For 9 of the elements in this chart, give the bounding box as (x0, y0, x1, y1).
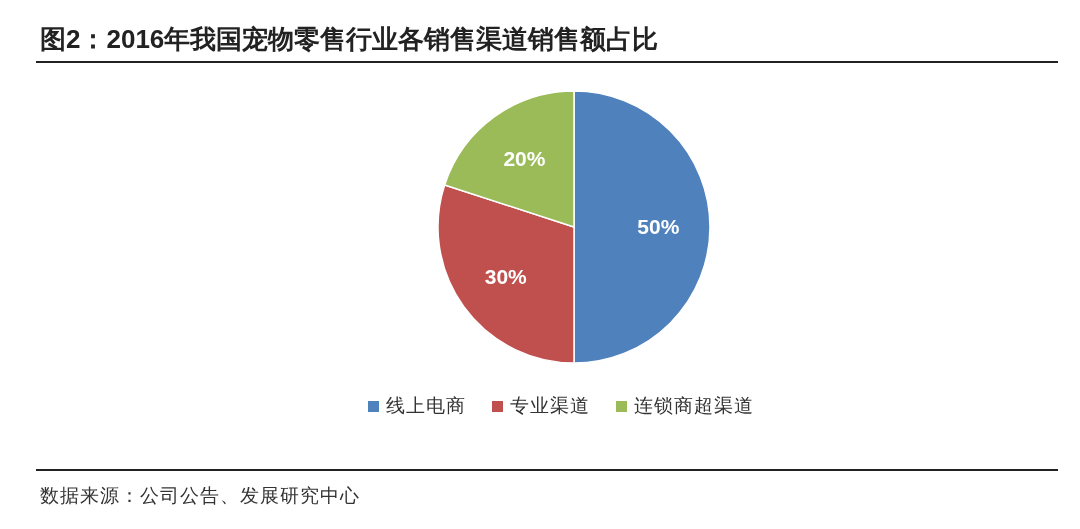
data-label: 30% (484, 264, 528, 288)
data-label: 50% (637, 215, 680, 238)
legend-label: 连锁商超渠道 (634, 395, 754, 416)
legend-label: 线上电商 (386, 395, 466, 416)
pie: 50% 30% 20% (437, 90, 711, 364)
source-note: 数据来源：公司公告、发展研究中心 (40, 485, 360, 506)
title: 图2：2016年我国宠物零售行业各销售渠道销售额占比 (40, 24, 659, 54)
data-label: 20% (503, 146, 546, 170)
legend-label: 专业渠道 (510, 395, 590, 416)
